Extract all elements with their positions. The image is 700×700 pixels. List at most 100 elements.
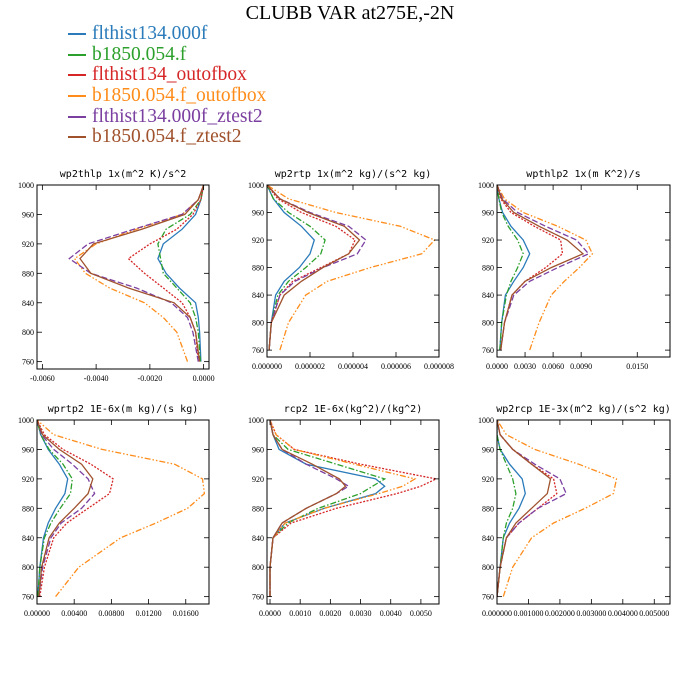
y-tick-label: 960 [252, 445, 264, 454]
y-tick-label: 960 [22, 445, 34, 454]
y-tick-label: 960 [482, 209, 494, 218]
legend: flthist134.000f b1850.054.f flthist134_o… [68, 24, 266, 148]
legend-label: b1850.054.f_ztest2 [92, 126, 242, 148]
y-tick-label: 800 [252, 319, 264, 328]
legend-item: b1850.054.f_ztest2 [68, 127, 266, 148]
series-line [497, 185, 590, 351]
series-line [269, 420, 417, 597]
series-line [497, 420, 517, 597]
series-line [68, 185, 205, 362]
series-line [157, 185, 205, 362]
series-line [37, 420, 94, 597]
legend-swatch [68, 53, 86, 56]
x-tick-label: 0.0150 [626, 362, 648, 371]
series-line [37, 420, 73, 597]
y-tick-label: 800 [22, 328, 34, 337]
x-tick-label: 0.0000 [193, 374, 215, 383]
x-tick-label: 0.004000 [608, 609, 638, 618]
x-tick-label: 0.00000 [24, 609, 50, 618]
panel-title: wp2rcp 1E-3x(m^2 kg)/(s^2 kg) [496, 404, 671, 415]
legend-swatch [68, 33, 86, 36]
y-tick-label: 920 [252, 236, 264, 245]
series-line [267, 185, 326, 351]
x-tick-label: 0.01200 [136, 609, 162, 618]
x-tick-label: 0.0040 [380, 609, 402, 618]
series-line [269, 420, 347, 597]
series-line [269, 420, 386, 597]
chart-panel: wp2rcp 1E-3x(m^2 kg)/(s^2 kg) 760 800 840 88… [478, 404, 671, 618]
y-tick-label: 1000 [478, 181, 494, 190]
y-tick-label: 800 [252, 563, 264, 572]
legend-label: flthist134.000f [92, 23, 208, 45]
legend-item: flthist134_outofbox [68, 65, 266, 86]
legend-item: b1850.054.f [68, 43, 266, 66]
y-tick-label: 800 [22, 563, 34, 572]
y-tick-label: 760 [22, 593, 34, 602]
series-line [497, 185, 524, 351]
x-tick-label: -0.0020 [138, 374, 163, 383]
series-line [37, 420, 114, 597]
chart-panel: rcp2 1E-6x(kg^2)/(kg^2) 760 800 840 880 920 96… [248, 404, 440, 618]
y-tick-label: 880 [482, 504, 494, 513]
y-tick-label: 800 [482, 563, 494, 572]
y-tick-label: 760 [22, 358, 34, 367]
legend-item: flthist134.000f [68, 24, 266, 45]
y-tick-label: 1000 [478, 416, 494, 425]
y-tick-label: 840 [22, 299, 34, 308]
series-line [37, 420, 96, 597]
series-line [267, 185, 316, 351]
x-tick-label: 0.002000 [545, 609, 575, 618]
x-tick-label: 0.0030 [350, 609, 372, 618]
panel-title: rcp2 1E-6x(kg^2)/(kg^2) [284, 404, 422, 415]
panel-title: wp2thlp 1x(m^2 K)/s^2 [60, 169, 186, 180]
y-tick-label: 1000 [248, 181, 264, 190]
y-tick-label: 920 [252, 475, 264, 484]
y-tick-label: 840 [22, 534, 34, 543]
chart-panel: wp2rtp 1x(m^2 kg)/(s^2 kg) 760 800 840 880 92… [248, 169, 454, 371]
x-tick-label: 0.003000 [576, 609, 606, 618]
chart-panel: wprtp2 1E-6x(m kg)/(s kg) 760 800 840 880 920… [18, 404, 210, 618]
series-line [267, 185, 356, 351]
legend-label: b1850.054.f [92, 43, 187, 65]
y-tick-label: 920 [482, 236, 494, 245]
series-line [79, 185, 205, 362]
x-tick-label: 0.000004 [338, 362, 368, 371]
y-tick-label: 920 [22, 240, 34, 249]
y-tick-label: 840 [252, 534, 264, 543]
x-tick-label: 0.000008 [424, 362, 454, 371]
x-tick-label: 0.0000 [259, 609, 281, 618]
x-tick-label: 0.0020 [319, 609, 341, 618]
page-title: CLUBB VAR at275E,-2N [245, 2, 455, 24]
x-tick-label: 0.0090 [570, 362, 592, 371]
y-tick-label: 840 [482, 291, 494, 300]
x-tick-label: 0.0000 [486, 362, 508, 371]
legend-label: flthist134_outofbox [92, 64, 247, 86]
y-tick-label: 880 [22, 504, 34, 513]
y-tick-label: 880 [252, 504, 264, 513]
y-tick-label: 960 [252, 209, 264, 218]
legend-swatch [68, 74, 86, 77]
x-tick-label: 0.000002 [295, 362, 325, 371]
x-tick-label: 0.0060 [542, 362, 564, 371]
x-tick-label: 0.0050 [410, 609, 432, 618]
x-tick-label: 0.000000 [252, 362, 282, 371]
series-line [37, 420, 206, 598]
y-tick-label: 760 [482, 346, 494, 355]
series-line [497, 185, 585, 351]
x-tick-label: 0.00400 [61, 609, 87, 618]
panel-title: wpthlp2 1x(m K^2)/s [526, 169, 640, 180]
y-tick-label: 880 [252, 264, 264, 273]
series-line [497, 185, 594, 351]
panel-title: wp2rtp 1x(m^2 kg)/(s^2 kg) [275, 169, 432, 180]
x-tick-label: -0.0040 [84, 374, 109, 383]
y-tick-label: 920 [482, 475, 494, 484]
panel-title: wprtp2 1E-6x(m kg)/(s kg) [48, 404, 199, 415]
legend-swatch [68, 95, 86, 98]
series-line [157, 185, 205, 362]
y-tick-label: 960 [22, 210, 34, 219]
y-tick-label: 880 [22, 269, 34, 278]
x-tick-label: -0.0060 [30, 374, 55, 383]
plot-frame [36, 184, 210, 370]
chart-panel: wp2thlp 1x(m^2 K)/s^2 760 800 840 880 920 960 1… [18, 169, 215, 383]
